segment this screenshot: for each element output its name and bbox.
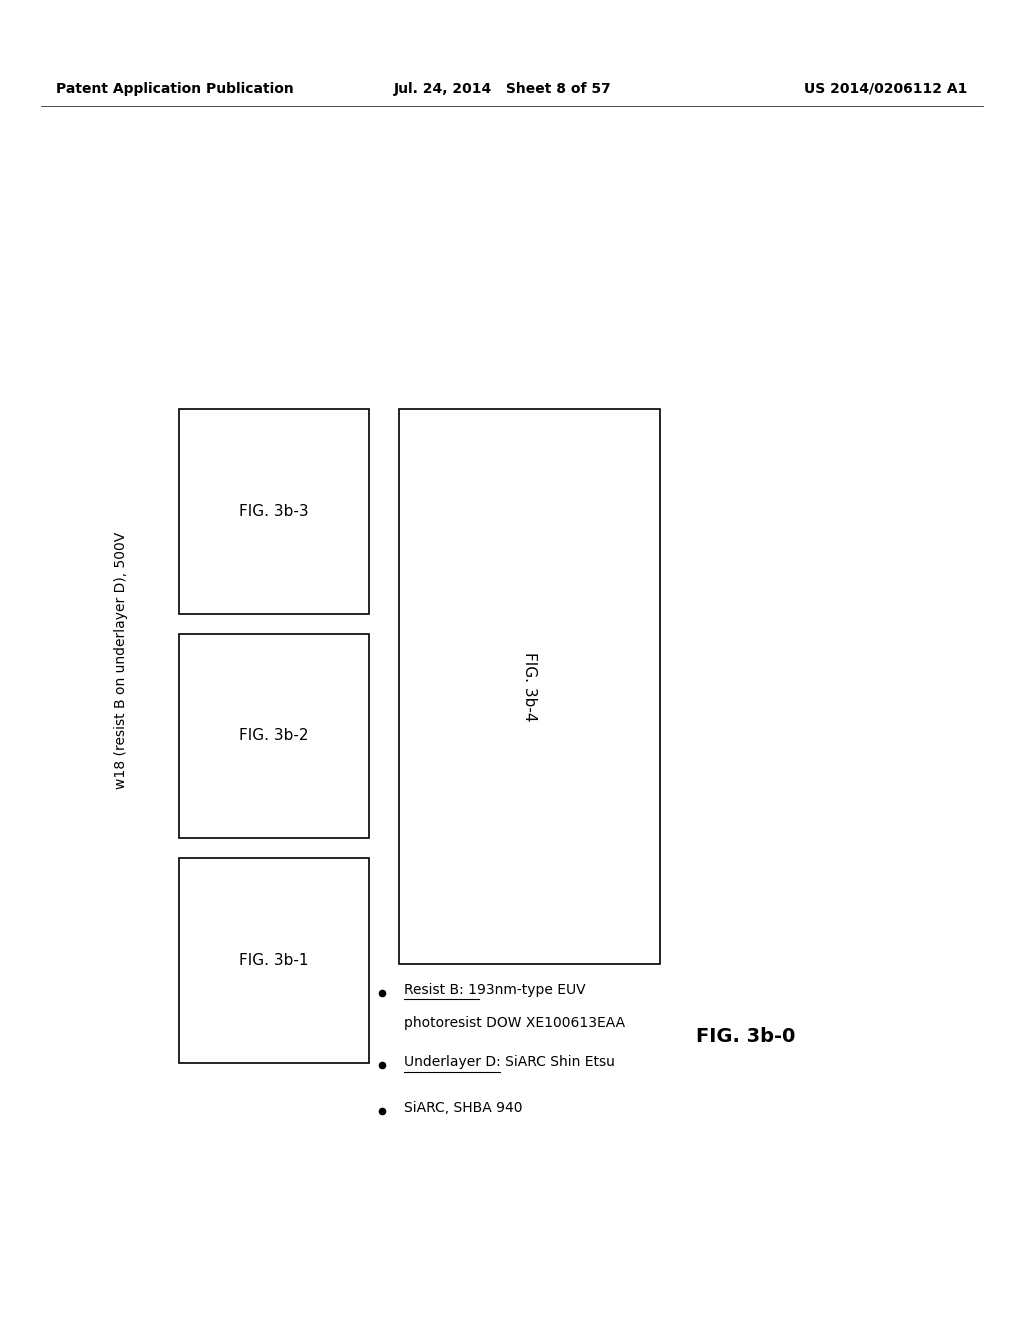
Text: FIG. 3b-3: FIG. 3b-3 (240, 504, 308, 519)
Text: US 2014/0206112 A1: US 2014/0206112 A1 (804, 82, 968, 96)
Text: FIG. 3b-0: FIG. 3b-0 (696, 1027, 796, 1045)
Text: photoresist DOW XE100613EAA: photoresist DOW XE100613EAA (404, 1015, 626, 1030)
Text: FIG. 3b-4: FIG. 3b-4 (522, 652, 538, 721)
Text: FIG. 3b-2: FIG. 3b-2 (240, 729, 308, 743)
Text: Patent Application Publication: Patent Application Publication (56, 82, 294, 96)
Text: Jul. 24, 2014   Sheet 8 of 57: Jul. 24, 2014 Sheet 8 of 57 (394, 82, 612, 96)
FancyBboxPatch shape (179, 858, 369, 1063)
FancyBboxPatch shape (399, 409, 660, 964)
Text: SiARC, SHBA 940: SiARC, SHBA 940 (404, 1101, 523, 1115)
Text: Underlayer D: SiARC Shin Etsu: Underlayer D: SiARC Shin Etsu (404, 1055, 615, 1069)
FancyBboxPatch shape (179, 634, 369, 838)
Text: Resist B: 193nm-type EUV: Resist B: 193nm-type EUV (404, 982, 586, 997)
Text: FIG. 3b-1: FIG. 3b-1 (240, 953, 308, 968)
Text: w18 (resist B on underlayer D), 500V: w18 (resist B on underlayer D), 500V (114, 532, 128, 788)
FancyBboxPatch shape (179, 409, 369, 614)
